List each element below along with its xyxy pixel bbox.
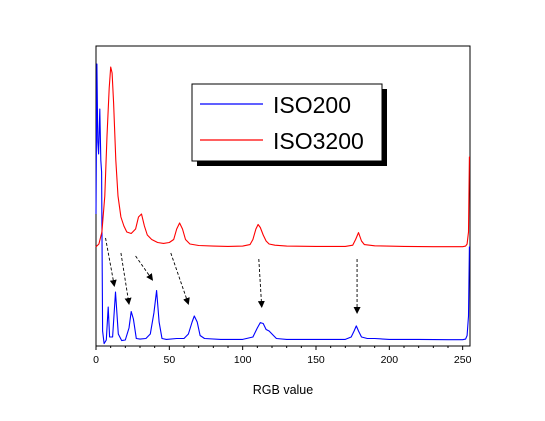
x-tick-label-0: 0	[93, 354, 99, 366]
legend-label-iso200: ISO200	[273, 92, 351, 118]
series-layer	[95, 63, 470, 345]
dashed-arrow-5	[257, 258, 265, 308]
legend: ISO200 ISO3200	[191, 83, 387, 166]
x-tick-label-200: 200	[381, 354, 399, 366]
x-tick-label-150: 150	[307, 354, 325, 366]
series-line-iso200	[95, 63, 470, 345]
x-tick-label-250: 250	[454, 354, 472, 366]
annotation-layer	[105, 237, 361, 314]
x-axis-title: RGB value	[253, 383, 313, 397]
dashed-arrow-2	[120, 252, 132, 305]
dashed-arrow-4	[170, 252, 190, 305]
x-tick-label-50: 50	[163, 354, 175, 366]
dashed-arrow-1	[105, 237, 117, 287]
series-line-iso3200	[95, 66, 470, 248]
x-tick-label-100: 100	[234, 354, 252, 366]
legend-label-iso3200: ISO3200	[273, 128, 364, 154]
x-axis: 0 50 100 150 200 250	[93, 346, 472, 366]
legend-box	[191, 83, 383, 162]
